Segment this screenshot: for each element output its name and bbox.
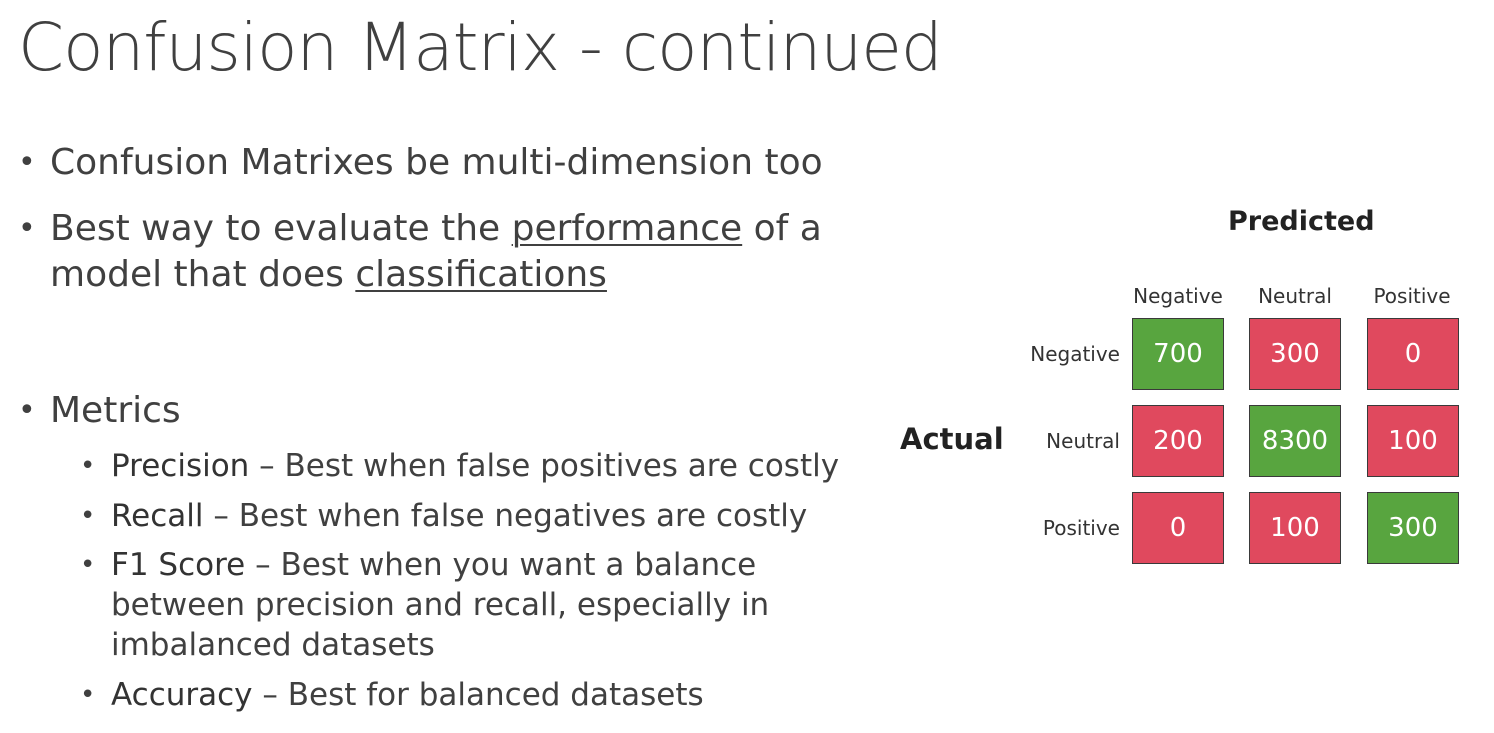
accuracy-term: Accuracy (111, 677, 253, 713)
matrix-cell: 300 (1249, 318, 1341, 390)
precision-term: Precision (111, 448, 250, 484)
f1-desc-2: between precision and recall, especially… (111, 587, 770, 623)
matrix-cell: 700 (1132, 318, 1224, 390)
sub-bullet-dot: • (80, 501, 96, 531)
sub-bullet-dot: • (80, 680, 96, 710)
slide-title: Confusion Matrix - continued (18, 9, 943, 86)
column-label-positive: Positive (1373, 284, 1451, 308)
bullet-best-way: • Best way to evaluate the performance o… (18, 206, 878, 298)
metrics-label: Metrics (50, 390, 181, 431)
f1-desc-1: – Best when you want a balance (245, 547, 757, 583)
bullet-dot: • (18, 393, 36, 428)
matrix-cell: 0 (1367, 318, 1459, 390)
recall-desc: – Best when false negatives are costly (203, 498, 808, 534)
performance-underlined: performance (511, 208, 743, 249)
matrix-cell: 0 (1132, 492, 1224, 564)
bullet-text-line2: model that does (50, 254, 356, 295)
sub-bullet-f1: • F1 Score – Best when you want a balanc… (80, 545, 840, 665)
precision-desc: – Best when false positives are costly (249, 448, 840, 484)
matrix-cell: 8300 (1249, 405, 1341, 477)
bullet-multi-dimension: • Confusion Matrixes be multi-dimension … (18, 140, 878, 186)
classifications-underlined: classifications (355, 254, 607, 295)
sub-bullet-dot: • (80, 550, 96, 580)
column-label-neutral: Neutral (1258, 284, 1332, 308)
predicted-label: Predicted (1228, 206, 1375, 237)
bullet-dot: • (18, 145, 36, 180)
actual-label: Actual (900, 422, 1004, 456)
matrix-cell: 100 (1367, 405, 1459, 477)
bullet-dot: • (18, 211, 36, 246)
matrix-cell: 100 (1249, 492, 1341, 564)
matrix-cell: 200 (1132, 405, 1224, 477)
f1-term: F1 Score (111, 547, 246, 583)
bullet-text-mid: of a (742, 208, 822, 249)
sub-bullet-accuracy: • Accuracy – Best for balanced datasets (80, 675, 840, 715)
matrix-cell: 300 (1367, 492, 1459, 564)
row-label-positive: Positive (1042, 516, 1120, 540)
sub-bullet-dot: • (80, 451, 96, 481)
sub-bullet-precision: • Precision – Best when false positives … (80, 446, 840, 486)
bullet-text-pre: Best way to evaluate the (50, 208, 512, 249)
column-label-negative: Negative (1133, 284, 1223, 308)
f1-desc-3: imbalanced datasets (111, 627, 435, 663)
bullet-text: Confusion Matrixes be multi-dimension to… (50, 142, 823, 183)
bullet-metrics: • Metrics (18, 388, 878, 434)
recall-term: Recall (111, 498, 204, 534)
row-label-neutral: Neutral (1046, 429, 1120, 453)
sub-bullet-recall: • Recall – Best when false negatives are… (80, 496, 840, 536)
accuracy-desc: – Best for balanced datasets (252, 677, 704, 713)
row-label-negative: Negative (1030, 342, 1120, 366)
